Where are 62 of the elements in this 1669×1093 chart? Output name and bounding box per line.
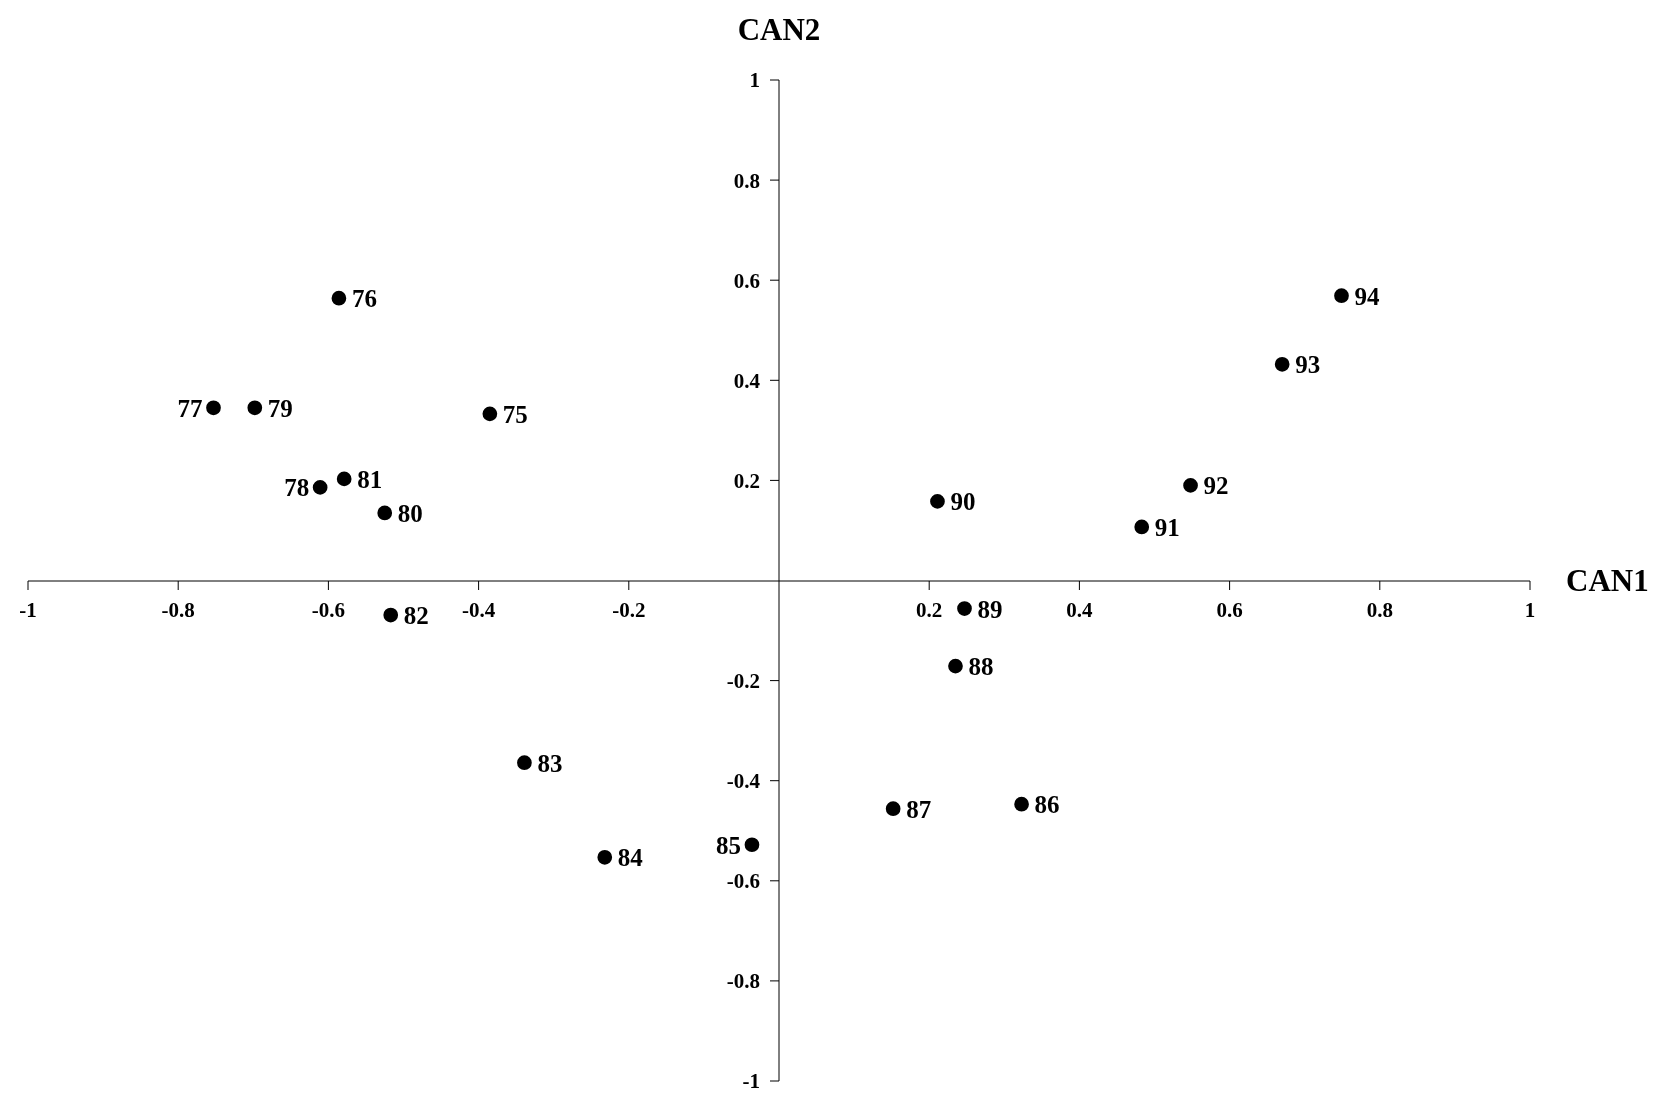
y-tick-label: 0.6 [733, 268, 760, 293]
point [1274, 356, 1290, 372]
point [948, 658, 963, 674]
point [331, 290, 347, 306]
point [744, 837, 760, 853]
y-tick-label: 1 [749, 68, 760, 93]
annotation: 91 [1154, 513, 1180, 541]
point [247, 400, 263, 416]
annotation: 89 [977, 595, 1003, 623]
point [1134, 519, 1150, 535]
annotation: 84 [617, 844, 644, 872]
y-tick-label: 0.8 [733, 168, 760, 193]
point [1183, 478, 1198, 493]
point [336, 471, 352, 487]
y-tick-label: -0.6 [726, 869, 760, 894]
annotation: 77 [177, 394, 203, 422]
x-tick-label: 0.6 [1216, 597, 1243, 622]
point [957, 601, 972, 616]
x-axis-title: CAN1 [1566, 562, 1649, 598]
annotation: 82 [403, 602, 429, 630]
y-tick-label: -0.8 [726, 969, 760, 994]
x-tick-label: 0.2 [916, 597, 943, 622]
x-tick-label: -0.4 [461, 597, 496, 622]
y-tick-label: -1 [742, 1069, 760, 1093]
annotation: 88 [968, 653, 994, 681]
point [517, 755, 532, 771]
annotation: 94 [1354, 282, 1380, 310]
annotation: 79 [267, 394, 293, 422]
annotation: 81 [357, 465, 383, 493]
x-tick-label: -0.2 [612, 597, 646, 622]
y-tick-label: -0.2 [726, 669, 760, 694]
y-tick-label: 0.4 [733, 368, 761, 393]
annotation: 78 [284, 474, 310, 502]
point [482, 406, 498, 422]
point [312, 480, 328, 495]
point [597, 849, 613, 865]
y-axis-title: CAN2 [737, 12, 821, 47]
point [885, 801, 901, 817]
y-tick-label: -0.4 [726, 769, 761, 794]
point [930, 494, 945, 509]
x-tick-label: -0.8 [161, 597, 195, 622]
annotation: 80 [397, 499, 423, 527]
point [1334, 288, 1349, 304]
annotation: 90 [950, 488, 976, 516]
point [206, 400, 221, 416]
annotation: 93 [1295, 351, 1321, 379]
point [377, 505, 393, 521]
y-tick-label: 0.2 [733, 468, 760, 493]
x-tick-label: 0.8 [1366, 597, 1393, 622]
annotation: 75 [502, 400, 528, 428]
annotation: 85 [715, 831, 741, 859]
x-tick-label: 0.4 [1066, 597, 1094, 622]
annotation: 86 [1034, 791, 1060, 819]
x-tick-label: -0.6 [311, 597, 346, 622]
annotation: 92 [1203, 472, 1229, 500]
point [1014, 796, 1029, 812]
annotation: 83 [537, 749, 563, 777]
x-tick-label: 1 [1524, 597, 1536, 622]
annotation: 87 [906, 795, 932, 823]
point [383, 607, 399, 623]
x-tick-label: -1 [19, 597, 37, 622]
annotation: 76 [351, 285, 377, 313]
